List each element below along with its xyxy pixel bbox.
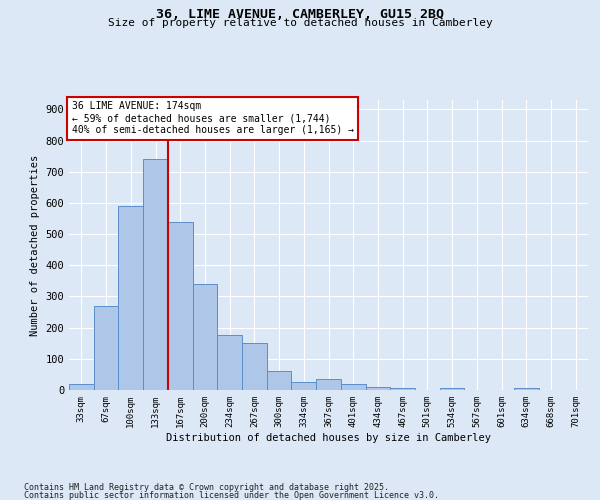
Bar — [69, 384, 94, 390]
Bar — [440, 388, 464, 390]
Bar — [341, 384, 365, 390]
Bar — [292, 382, 316, 390]
Bar — [94, 306, 118, 390]
Bar — [267, 372, 292, 390]
Text: 36, LIME AVENUE, CAMBERLEY, GU15 2BQ: 36, LIME AVENUE, CAMBERLEY, GU15 2BQ — [156, 8, 444, 20]
Bar — [242, 343, 267, 390]
Bar — [217, 336, 242, 390]
X-axis label: Distribution of detached houses by size in Camberley: Distribution of detached houses by size … — [166, 432, 491, 442]
Text: Contains HM Land Registry data © Crown copyright and database right 2025.: Contains HM Land Registry data © Crown c… — [24, 482, 389, 492]
Bar — [365, 387, 390, 390]
Bar — [168, 222, 193, 390]
Text: Size of property relative to detached houses in Camberley: Size of property relative to detached ho… — [107, 18, 493, 28]
Text: 36 LIME AVENUE: 174sqm
← 59% of detached houses are smaller (1,744)
40% of semi-: 36 LIME AVENUE: 174sqm ← 59% of detached… — [71, 102, 353, 134]
Bar — [514, 388, 539, 390]
Bar — [143, 159, 168, 390]
Text: Contains public sector information licensed under the Open Government Licence v3: Contains public sector information licen… — [24, 491, 439, 500]
Bar — [390, 388, 415, 390]
Bar — [316, 379, 341, 390]
Y-axis label: Number of detached properties: Number of detached properties — [30, 154, 40, 336]
Bar — [193, 284, 217, 390]
Bar — [118, 206, 143, 390]
